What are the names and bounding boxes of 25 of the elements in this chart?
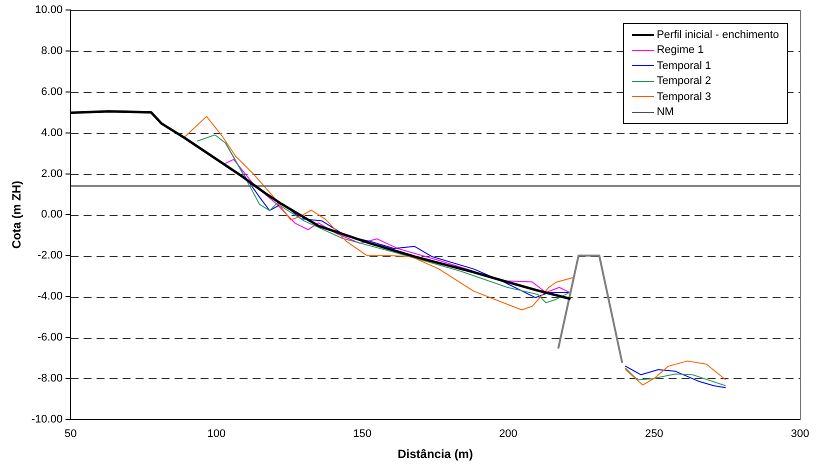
y-tick-label: 8.00 <box>41 44 63 57</box>
y-tick-label: 6.00 <box>41 86 63 98</box>
legend-label: Temporal 2 <box>656 75 712 88</box>
x-tick-label: 150 <box>353 428 372 440</box>
y-tick-label: 4.00 <box>41 126 63 139</box>
legend-label: NM <box>656 106 674 118</box>
y-tick-label: -2.00 <box>38 250 63 262</box>
x-tick-label: 300 <box>790 428 810 440</box>
y-tick-label: 0.00 <box>41 208 63 221</box>
y-tick-label: -8.00 <box>38 372 63 384</box>
x-axis-title: Distância (m) <box>398 447 473 462</box>
y-tick-label: -6.00 <box>38 332 63 344</box>
x-tick-label: 100 <box>207 428 226 440</box>
x-tick-label: 250 <box>644 428 664 440</box>
y-axis-title: Cota (m ZH) <box>10 180 24 249</box>
legend-label: Temporal 1 <box>656 60 712 72</box>
x-tick-label: 200 <box>499 428 518 440</box>
legend-label: Temporal 3 <box>656 90 712 103</box>
y-tick-label: -4.00 <box>38 290 63 303</box>
legend-label: Perfil inicial - enchimento <box>656 28 779 41</box>
x-tick-label: 50 <box>64 428 77 440</box>
y-tick-label: -10.00 <box>31 413 63 426</box>
y-tick-label: 10.00 <box>35 4 63 16</box>
legend-label: Regime 1 <box>656 44 704 56</box>
y-tick-label: 2.00 <box>41 168 63 180</box>
